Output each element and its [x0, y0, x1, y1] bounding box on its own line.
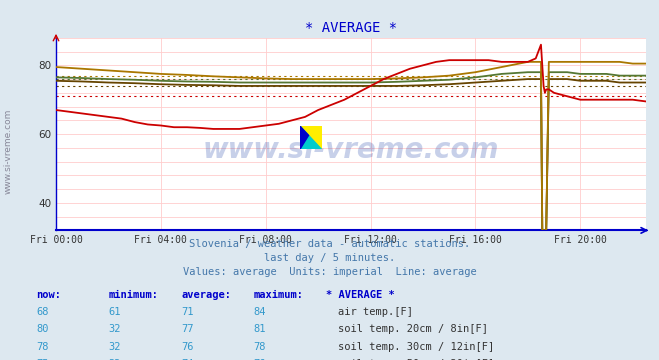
Polygon shape [300, 126, 322, 149]
Text: soil temp. 30cm / 12in[F]: soil temp. 30cm / 12in[F] [338, 342, 494, 352]
Text: 84: 84 [254, 307, 266, 317]
Text: last day / 5 minutes.: last day / 5 minutes. [264, 253, 395, 263]
Text: 78: 78 [254, 342, 266, 352]
Polygon shape [300, 126, 308, 149]
Text: www.si-vreme.com: www.si-vreme.com [203, 135, 499, 163]
Text: 71: 71 [181, 307, 194, 317]
Text: 78: 78 [36, 342, 49, 352]
Text: average:: average: [181, 290, 231, 300]
Text: 32: 32 [109, 359, 121, 360]
Text: 74: 74 [181, 359, 194, 360]
Text: Values: average  Units: imperial  Line: average: Values: average Units: imperial Line: av… [183, 267, 476, 277]
Polygon shape [300, 126, 322, 149]
Text: 61: 61 [109, 307, 121, 317]
Text: 75: 75 [36, 359, 49, 360]
Text: 76: 76 [254, 359, 266, 360]
Title: * AVERAGE *: * AVERAGE * [305, 21, 397, 35]
Text: 68: 68 [36, 307, 49, 317]
Text: 81: 81 [254, 324, 266, 334]
Text: * AVERAGE *: * AVERAGE * [326, 290, 395, 300]
Text: soil temp. 20cm / 8in[F]: soil temp. 20cm / 8in[F] [338, 324, 488, 334]
Text: 32: 32 [109, 342, 121, 352]
Text: maximum:: maximum: [254, 290, 304, 300]
Text: 76: 76 [181, 342, 194, 352]
Text: 80: 80 [36, 324, 49, 334]
Text: air temp.[F]: air temp.[F] [338, 307, 413, 317]
Text: minimum:: minimum: [109, 290, 159, 300]
Text: www.si-vreme.com: www.si-vreme.com [3, 108, 13, 194]
Text: 77: 77 [181, 324, 194, 334]
Text: 32: 32 [109, 324, 121, 334]
Text: Slovenia / weather data - automatic stations.: Slovenia / weather data - automatic stat… [189, 239, 470, 249]
Text: now:: now: [36, 290, 61, 300]
Text: soil temp. 50cm / 20in[F]: soil temp. 50cm / 20in[F] [338, 359, 494, 360]
